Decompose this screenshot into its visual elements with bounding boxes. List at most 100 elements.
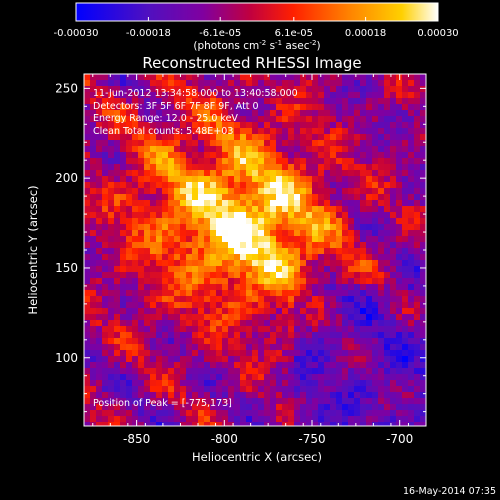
heatmap-cell [210,278,217,285]
heatmap-cell [186,200,193,207]
heatmap-cell [96,80,103,87]
heatmap-cell [174,254,181,261]
heatmap-cell [210,128,217,135]
heatmap-cell [234,164,241,171]
heatmap-cell [96,362,103,369]
heatmap-cell [312,182,319,189]
heatmap-cell [306,134,313,141]
heatmap-cell [324,158,331,165]
heatmap-cell [216,200,223,207]
heatmap-cell [204,182,211,189]
heatmap-cell [102,206,109,213]
heatmap-cell [144,92,151,99]
heatmap-cell [120,80,127,87]
heatmap-cell [402,158,409,165]
heatmap-cell [174,356,181,363]
heatmap-cell [252,200,259,207]
heatmap-cell [360,212,367,219]
heatmap-cell [90,188,97,195]
heatmap-cell [138,386,145,393]
heatmap-cell [414,152,421,159]
heatmap-cell [228,290,235,297]
heatmap-cell [294,146,301,153]
heatmap-cell [282,146,289,153]
heatmap-cell [348,374,355,381]
heatmap-cell [402,242,409,249]
heatmap-cell [282,386,289,393]
heatmap-cell [420,152,426,159]
heatmap-cell [330,122,337,129]
heatmap-cell [228,212,235,219]
heatmap-cell [252,74,259,81]
heatmap-cell [414,242,421,249]
heatmap-cell [300,248,307,255]
heatmap-cell [372,242,379,249]
heatmap-cell [252,356,259,363]
heatmap-cell [204,392,211,399]
heatmap-cell [402,80,409,87]
heatmap-cell [144,122,151,129]
heatmap-cell [282,104,289,111]
heatmap-cell [294,188,301,195]
heatmap-cell [294,230,301,237]
heatmap-cell [252,188,259,195]
heatmap-cell [396,344,403,351]
heatmap-cell [306,206,313,213]
heatmap-cell [240,176,247,183]
heatmap-cell [228,314,235,321]
heatmap-cell [408,410,415,417]
heatmap-cell [234,386,241,393]
heatmap-cell [156,212,163,219]
heatmap-cell [252,116,259,123]
heatmap-cell [210,152,217,159]
heatmap-cell [324,266,331,273]
heatmap-cell [366,134,373,141]
heatmap-cell [294,272,301,279]
heatmap-cell [318,128,325,135]
heatmap-cell [288,344,295,351]
heatmap-cell [318,236,325,243]
heatmap-cell [360,158,367,165]
heatmap-cell [384,356,391,363]
heatmap-cell [126,248,133,255]
heatmap-cell [114,170,121,177]
heatmap-cell [246,302,253,309]
heatmap-cell [144,212,151,219]
heatmap-cell [288,170,295,177]
heatmap-cell [144,194,151,201]
heatmap-cell [270,74,277,81]
heatmap-cell [258,338,265,345]
heatmap-cell [348,200,355,207]
heatmap-cell [354,122,361,129]
heatmap-cell [348,380,355,387]
heatmap-cell [150,380,157,387]
heatmap-cell [144,254,151,261]
heatmap-cell [312,386,319,393]
heatmap-cell [186,422,193,426]
heatmap-cell [360,230,367,237]
heatmap-cell [390,320,397,327]
heatmap-cell [228,422,235,426]
heatmap-cell [324,278,331,285]
heatmap-cell [330,80,337,87]
heatmap-cell [150,140,157,147]
heatmap-cell [180,302,187,309]
heatmap-cell [294,218,301,225]
heatmap-cell [366,188,373,195]
heatmap-cell [270,224,277,231]
heatmap-cell [264,320,271,327]
heatmap-cell [384,224,391,231]
heatmap-cell [378,134,385,141]
heatmap-cell [120,386,127,393]
heatmap-cell [138,92,145,99]
heatmap-cell [222,368,229,375]
heatmap-cell [234,380,241,387]
heatmap-cell [282,242,289,249]
heatmap-cell [174,278,181,285]
heatmap-cell [294,224,301,231]
heatmap-cell [282,248,289,255]
heatmap-cell [408,182,415,189]
heatmap-cell [240,236,247,243]
heatmap-cell [168,416,175,423]
